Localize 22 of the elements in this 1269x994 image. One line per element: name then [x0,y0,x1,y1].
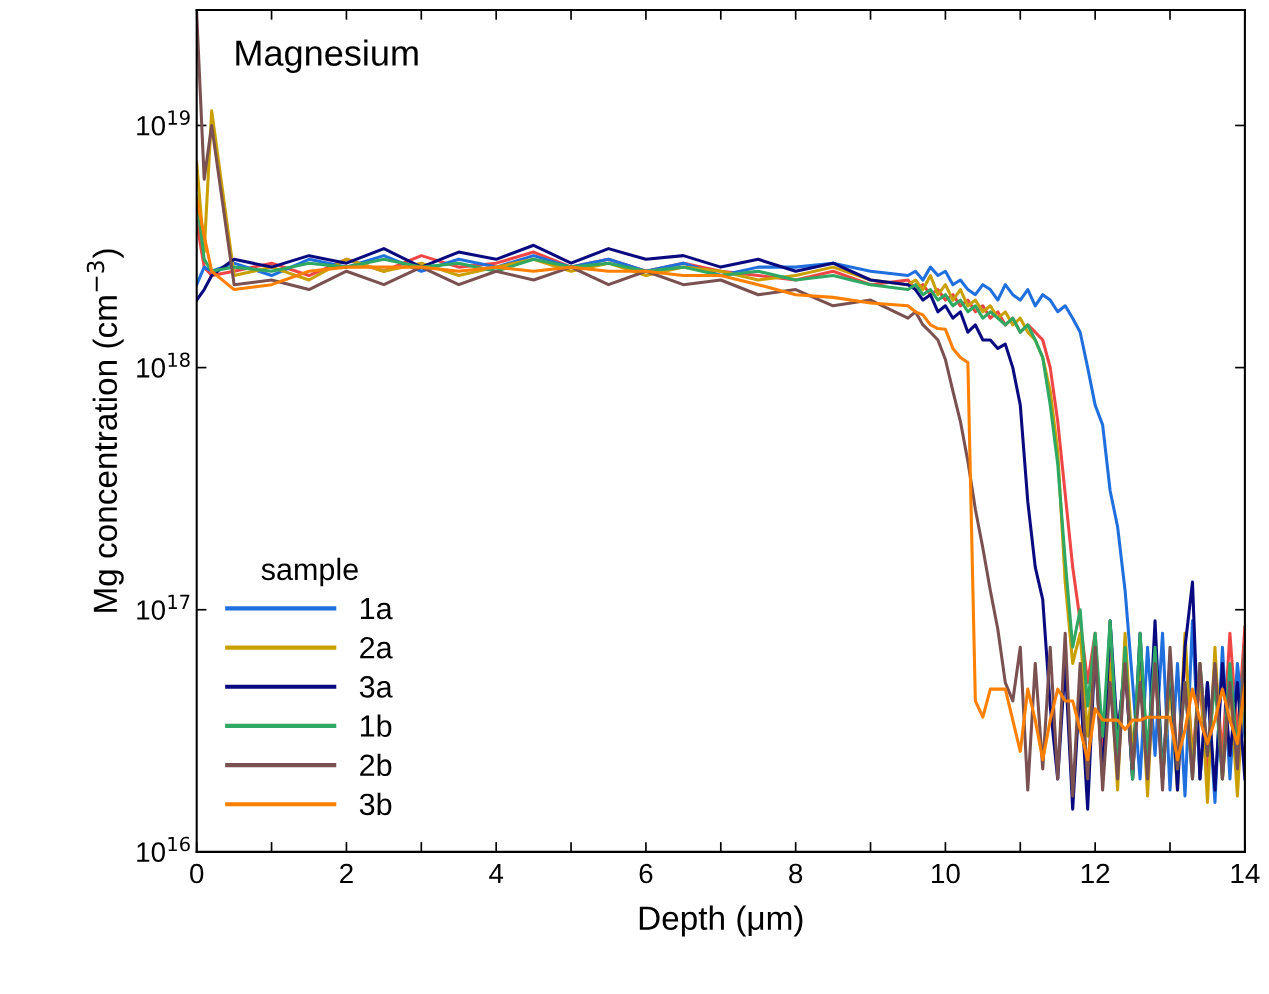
x-tick-label: 6 [639,863,653,884]
x-tick-label: 8 [789,863,803,884]
y-tick-label: 10$^{17}$ [137,594,190,620]
x-axis-title: Depth (μm) [639,905,803,937]
legend-label: 2a [360,636,393,659]
legend-label: 1a [360,598,393,620]
x-tick-label: 14 [1231,863,1260,884]
x-tick-label: 10 [932,863,960,884]
legend-label: 1b [360,714,392,737]
x-tick-label: 0 [190,863,204,884]
y-axis-title: Mg concentration (cm$^{−3}$) [86,249,124,612]
x-tick-label: 12 [1081,863,1110,884]
annotation: Magnesium [236,39,418,74]
legend-title: sample [261,557,358,587]
legend-label: 2b [360,753,392,777]
legend-label: 3a [359,676,393,698]
x-tick-label: 4 [489,863,504,884]
y-tick-label: 10$^{16}$ [137,836,190,862]
x-tick-label: 2 [340,863,353,884]
y-tick-label: 10$^{19}$ [137,110,190,136]
legend-label: 3b [359,792,392,816]
y-tick-label: 10$^{18}$ [137,352,190,378]
